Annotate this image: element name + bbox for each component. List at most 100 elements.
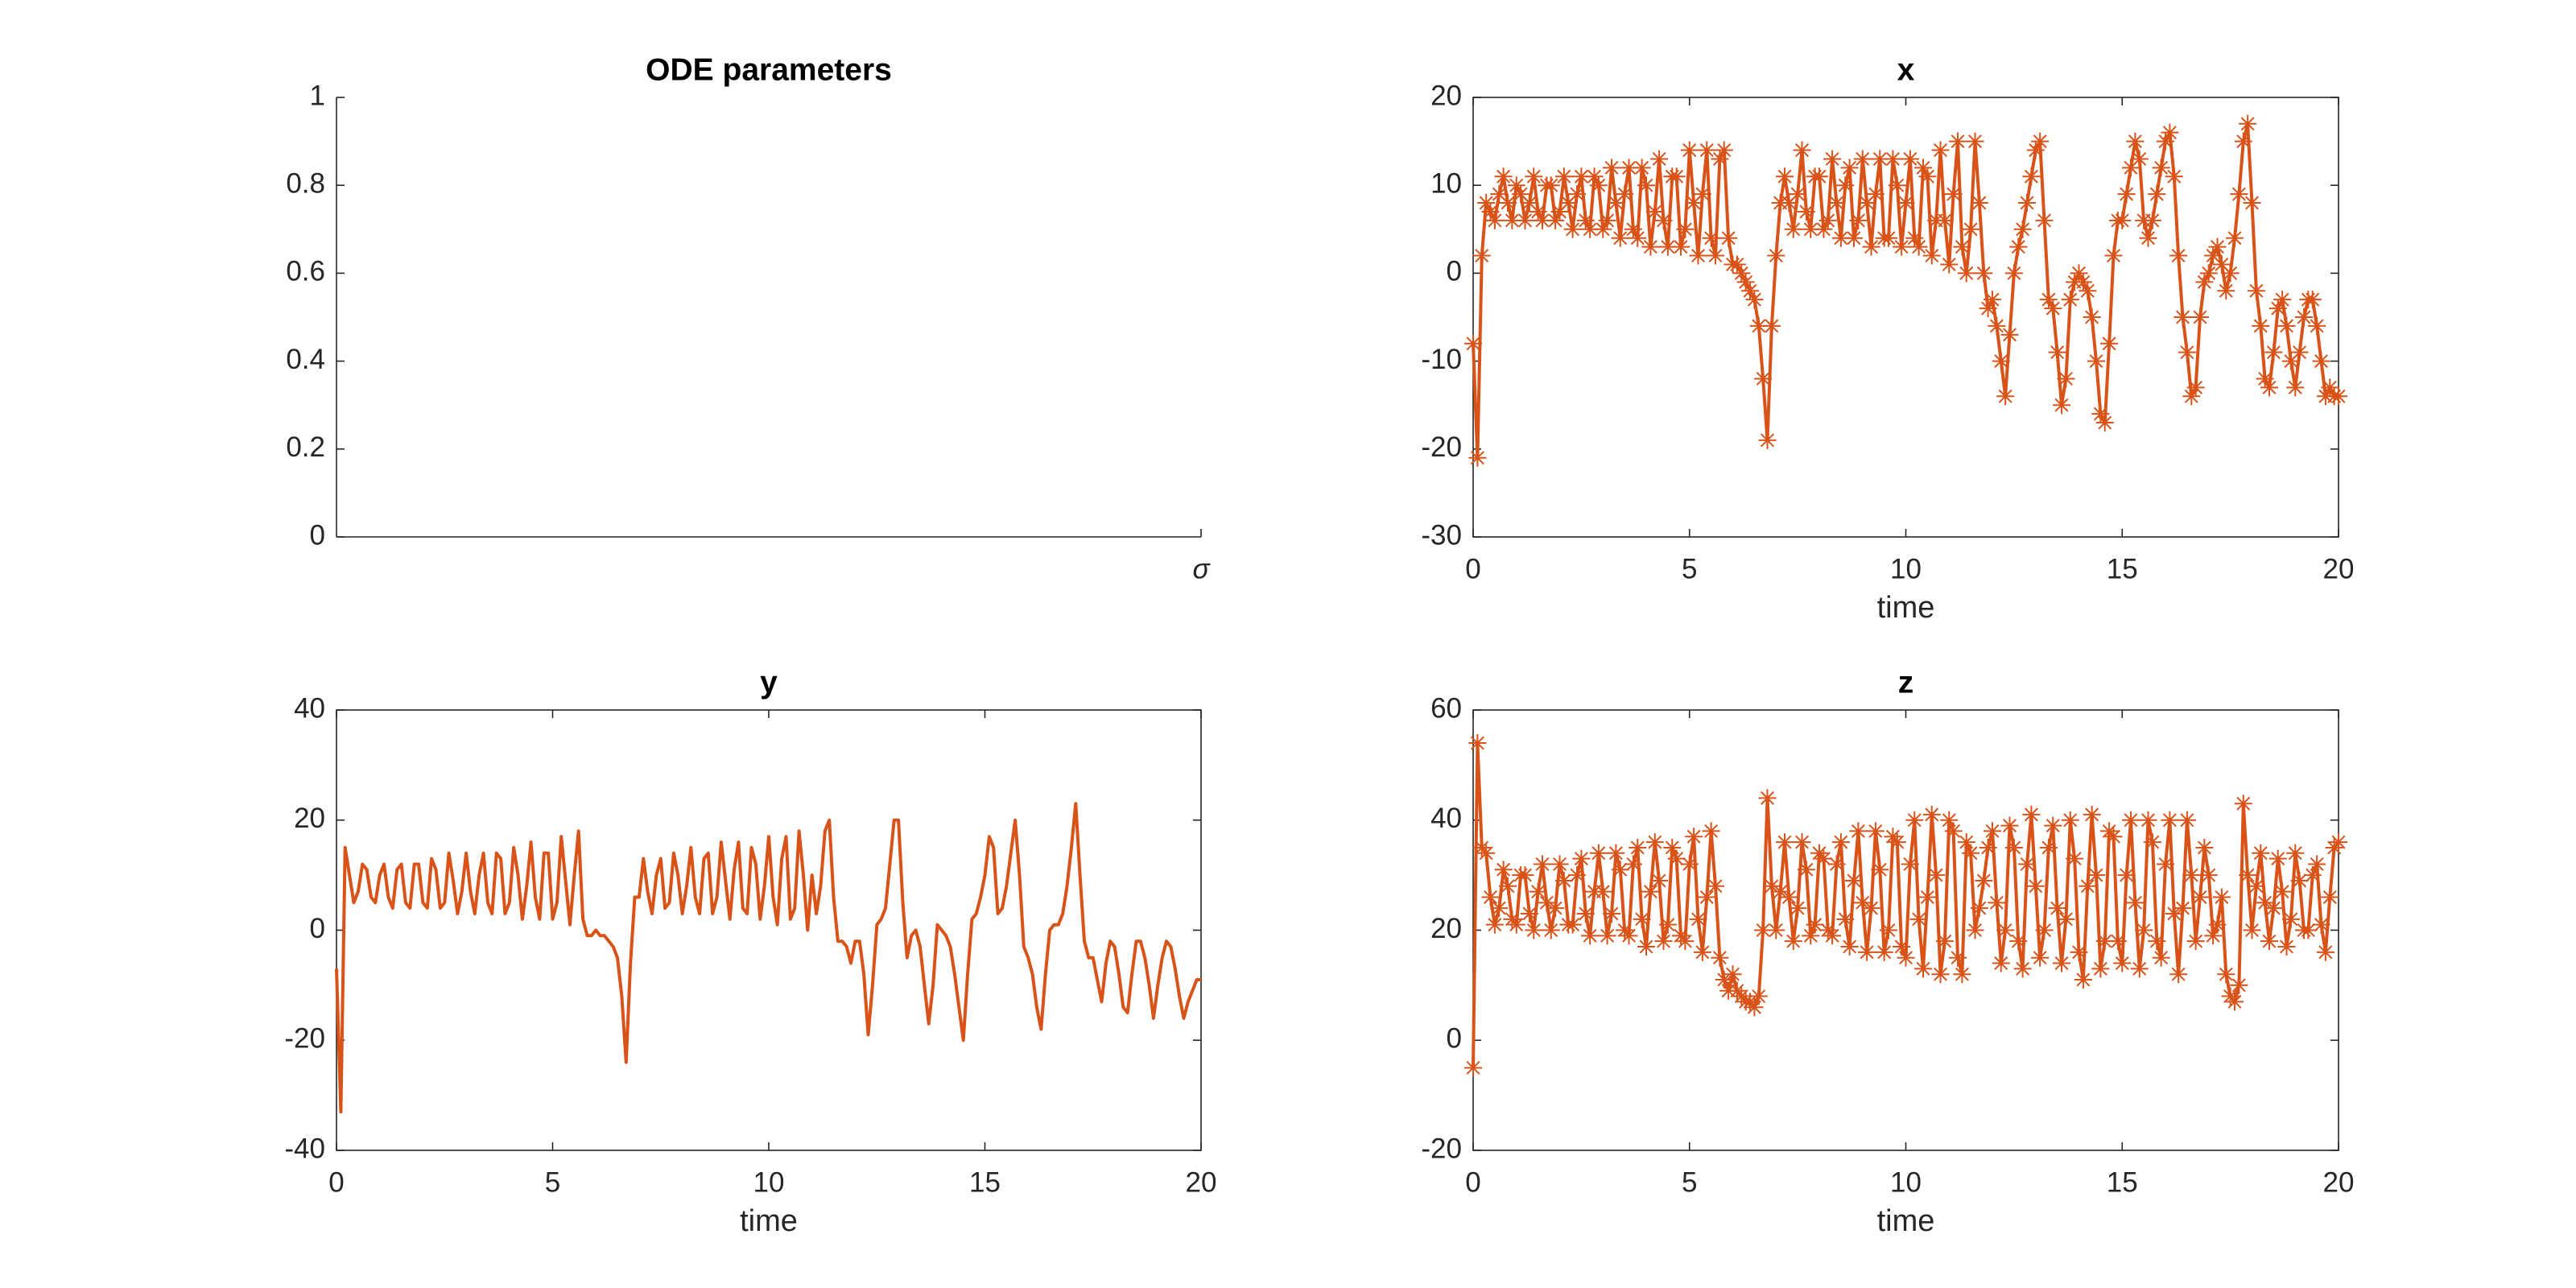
y-tick-label: 0 [310, 519, 325, 551]
data-marker [1992, 954, 2010, 972]
data-marker [1979, 299, 1997, 318]
data-marker [1472, 838, 1491, 857]
data-marker [2087, 352, 2105, 370]
data-marker [1944, 822, 1963, 840]
data-marker [1538, 894, 1556, 912]
data-marker [1568, 185, 1586, 204]
data-marker [1520, 194, 1538, 213]
data-marker [2239, 866, 2257, 885]
data-marker [2312, 915, 2330, 934]
data-marker [1534, 855, 1551, 873]
data-marker [1953, 237, 1971, 256]
x-tick-label: 15 [2107, 553, 2138, 584]
x-tick-label: 20 [1186, 1166, 1217, 1198]
data-marker [1481, 888, 1500, 906]
x-tick-label: 0 [1465, 1166, 1480, 1198]
chart-title: ODE parameters [646, 52, 892, 87]
data-marker [2143, 833, 2161, 852]
data-marker [1918, 167, 1937, 186]
data-marker [1909, 910, 1928, 928]
data-marker [2264, 899, 2283, 918]
data-marker [2186, 932, 2205, 951]
data-marker [2070, 264, 2088, 283]
data-marker [1693, 185, 1711, 204]
data-marker [1667, 849, 1686, 868]
data-marker [1667, 167, 1686, 186]
data-marker [1698, 141, 1716, 159]
data-marker [1884, 828, 1902, 846]
data-marker [2122, 159, 2140, 177]
data-marker [1715, 141, 1733, 159]
data-marker [1698, 888, 1716, 906]
data-marker [1793, 141, 1811, 159]
data-marker [1893, 237, 1911, 256]
data-marker [1806, 915, 1824, 934]
data-marker [2169, 965, 2188, 984]
data-marker [1490, 899, 1509, 918]
data-marker [1546, 899, 1565, 918]
data-marker [2074, 971, 2092, 989]
data-marker [1529, 882, 1547, 901]
data-marker [1568, 866, 1586, 885]
data-marker [1853, 150, 1872, 168]
data-marker [2256, 369, 2274, 388]
data-marker [2061, 811, 2079, 829]
x-tick-label: 5 [1682, 553, 1697, 584]
data-marker [2191, 308, 2209, 326]
data-marker [1598, 211, 1616, 229]
data-marker [1979, 838, 1997, 857]
data-marker [1853, 894, 1872, 912]
data-marker [1637, 938, 1655, 956]
data-marker [2165, 904, 2183, 923]
data-marker [1711, 150, 1729, 168]
data-marker [1503, 211, 1521, 229]
data-marker [1940, 811, 1959, 829]
data-marker [2152, 159, 2170, 177]
data-marker [1858, 194, 1876, 213]
data-marker [1616, 185, 1634, 204]
data-marker [1905, 811, 1924, 829]
data-marker [1940, 255, 1959, 274]
data-marker [2061, 291, 2079, 309]
data-marker [1984, 822, 2001, 840]
data-marker [2130, 960, 2149, 978]
data-marker [1550, 202, 1569, 221]
x-tick-label: 20 [2323, 553, 2355, 584]
data-marker [2226, 993, 2244, 1011]
data-marker [1771, 882, 1790, 901]
data-marker [2243, 194, 2261, 213]
data-marker [2273, 291, 2292, 309]
data-marker [2325, 838, 2343, 857]
data-marker [2009, 932, 2028, 951]
data-marker [1650, 150, 1669, 168]
data-marker [2108, 932, 2127, 951]
data-marker [1728, 255, 1746, 274]
data-marker [2204, 927, 2223, 945]
subplot: -30 -20 -10 0 10 20 0 5 10 15 20 x time [1421, 52, 2354, 625]
data-marker [1685, 194, 1703, 213]
data-marker [1689, 246, 1707, 265]
y-tick-label: 0.6 [286, 256, 325, 287]
data-marker [1818, 211, 1837, 229]
data-marker [2260, 378, 2278, 397]
data-marker [1831, 833, 1850, 852]
subplot: -40 -20 0 20 40 0 5 10 15 20 y time [284, 665, 1216, 1238]
data-marker [2100, 822, 2119, 840]
data-marker [1641, 882, 1660, 901]
x-axis-label: time [740, 1204, 798, 1238]
data-marker [1603, 904, 1620, 923]
data-marker [2117, 185, 2136, 204]
x-tick-label: 0 [1465, 553, 1480, 584]
data-marker [2191, 888, 2209, 906]
data-marker [2186, 378, 2205, 397]
data-marker [1554, 871, 1573, 890]
data-marker [1966, 132, 1984, 151]
data-marker [1767, 921, 1785, 939]
data-marker [2091, 405, 2110, 423]
data-marker [2083, 805, 2101, 824]
data-marker [2083, 308, 2101, 326]
data-marker [1576, 904, 1595, 923]
y-tick-label: -20 [284, 1023, 325, 1055]
